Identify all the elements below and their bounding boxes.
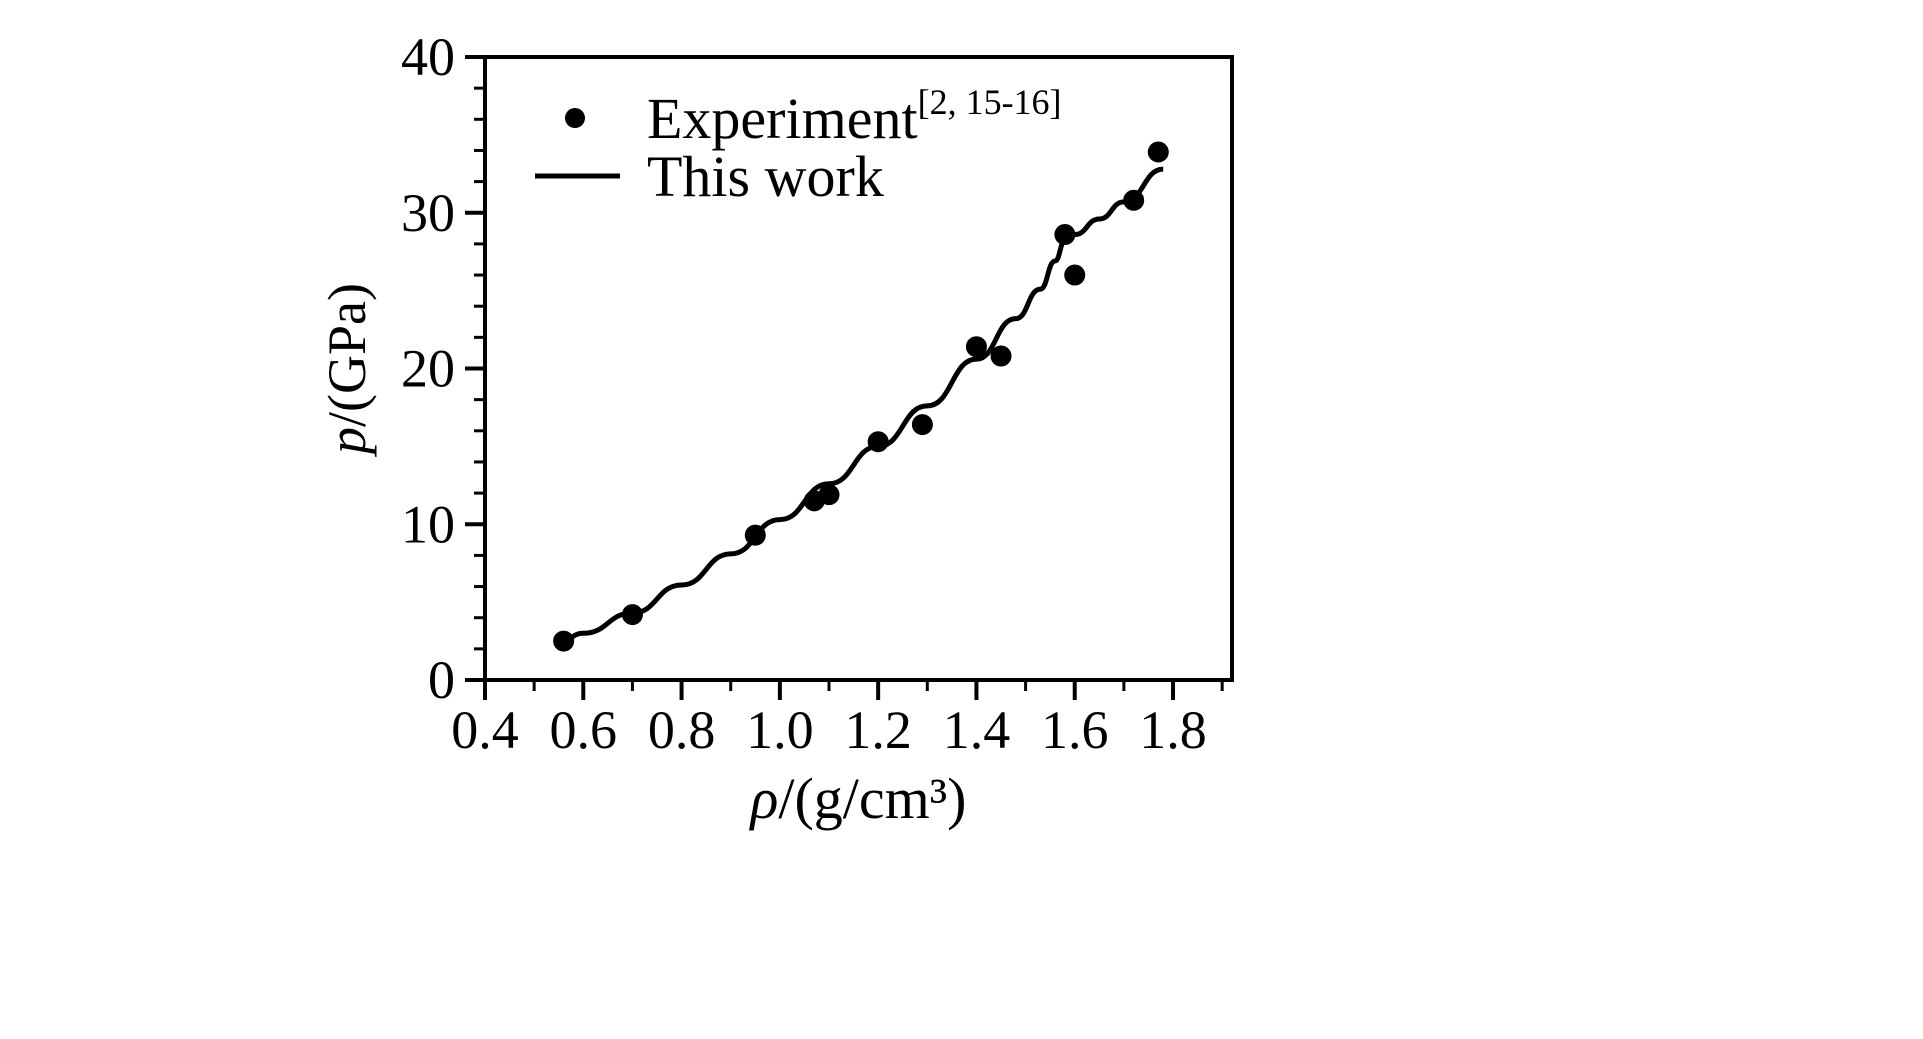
experiment-point bbox=[1123, 189, 1145, 211]
x-tick-label: 0.4 bbox=[451, 700, 519, 760]
legend-experiment-label: Experiment[2, 15-16] bbox=[647, 82, 1062, 151]
x-tick-label: 1.2 bbox=[844, 700, 912, 760]
experiment-point bbox=[553, 630, 575, 652]
experiment-point bbox=[1064, 264, 1086, 286]
axis-ticks bbox=[465, 55, 1224, 700]
series-scatter-experiment bbox=[553, 141, 1169, 652]
experiment-point bbox=[965, 336, 987, 358]
experiment-point bbox=[621, 604, 643, 626]
y-tick-label: 20 bbox=[401, 339, 455, 399]
axis-tick-labels: 0.4 0.6 0.8 1.0 1.2 1.4 1.6 1.8 0 10 20 30 40 bbox=[401, 27, 1207, 760]
x-tick-label: 0.6 bbox=[550, 700, 618, 760]
experiment-point bbox=[911, 414, 933, 436]
x-tick-label: 0.8 bbox=[648, 700, 716, 760]
experiment-point bbox=[744, 524, 766, 546]
y-tick-label: 40 bbox=[401, 27, 455, 87]
experiment-point bbox=[1054, 224, 1076, 246]
x-tick-label: 1.4 bbox=[943, 700, 1011, 760]
y-tick-label: 10 bbox=[401, 494, 455, 554]
y-tick-label: 30 bbox=[401, 183, 455, 243]
experiment-point bbox=[818, 484, 840, 506]
experiment-point bbox=[1147, 141, 1169, 163]
experiment-point bbox=[990, 345, 1012, 367]
x-tick-label: 1.8 bbox=[1139, 700, 1207, 760]
x-tick-label: 1.0 bbox=[746, 700, 814, 760]
y-tick-label: 0 bbox=[428, 650, 455, 710]
legend-experiment-marker bbox=[565, 108, 585, 128]
legend-this-work-label: This work bbox=[647, 144, 884, 209]
legend: Experiment[2, 15-16]This work bbox=[535, 82, 1062, 209]
x-axis-label: ρ/(g/cm³) bbox=[749, 766, 967, 831]
y-axis-label: p/(GPa) bbox=[317, 283, 377, 458]
x-tick-label: 1.6 bbox=[1041, 700, 1109, 760]
experiment-point bbox=[867, 431, 889, 453]
